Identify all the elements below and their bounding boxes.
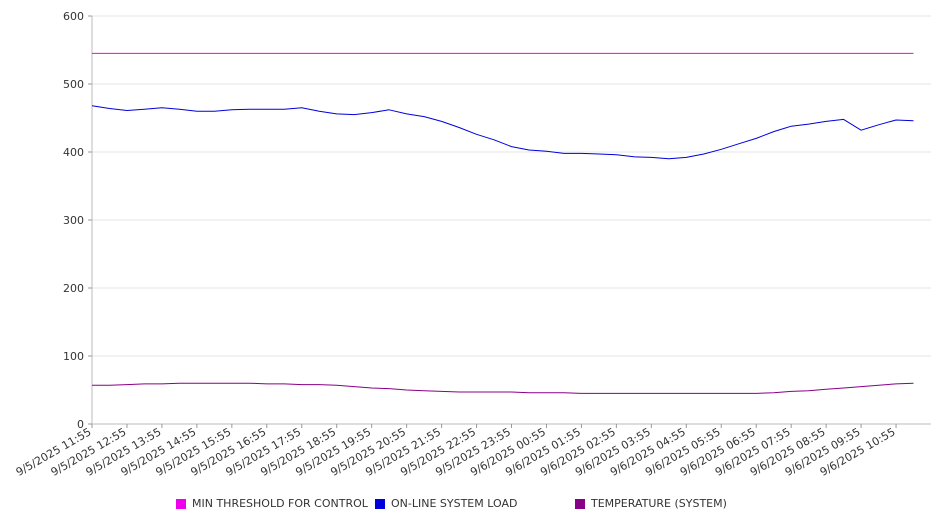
y-tick-label-500: 500 <box>63 78 84 91</box>
legend-label-system-load: ON-LINE SYSTEM LOAD <box>391 497 518 510</box>
legend-swatch-min-threshold <box>176 498 186 509</box>
series-lines <box>91 52 914 394</box>
legend: MIN THRESHOLD FOR CONTROL ON-LINE SYSTEM… <box>0 497 946 517</box>
y-tick-label-600: 600 <box>63 10 84 23</box>
series-line-1 <box>91 105 914 160</box>
legend-item-temperature[interactable]: TEMPERATURE (SYSTEM) <box>575 497 727 510</box>
y-tick-label-0: 0 <box>77 418 84 431</box>
y-tick-label-300: 300 <box>63 214 84 227</box>
legend-item-system-load[interactable]: ON-LINE SYSTEM LOAD <box>375 497 517 510</box>
legend-label-min-threshold: MIN THRESHOLD FOR CONTROL <box>192 497 368 510</box>
legend-swatch-temperature <box>575 498 585 509</box>
series-line-2 <box>92 382 914 394</box>
y-tick-label-200: 200 <box>63 282 84 295</box>
y-tick-label-100: 100 <box>63 350 84 363</box>
legend-label-temperature: TEMPERATURE (SYSTEM) <box>591 497 727 510</box>
grid-lines <box>92 15 931 357</box>
legend-item-min-threshold[interactable]: MIN THRESHOLD FOR CONTROL <box>176 497 368 510</box>
y-tick-label-400: 400 <box>63 146 84 159</box>
y-axis-ticks: 0 100 200 300 400 500 600 <box>63 10 92 431</box>
legend-swatch-system-load <box>375 498 385 509</box>
x-axis-ticks: 9/5/2025 11:559/5/2025 12:559/5/2025 13:… <box>14 424 898 479</box>
